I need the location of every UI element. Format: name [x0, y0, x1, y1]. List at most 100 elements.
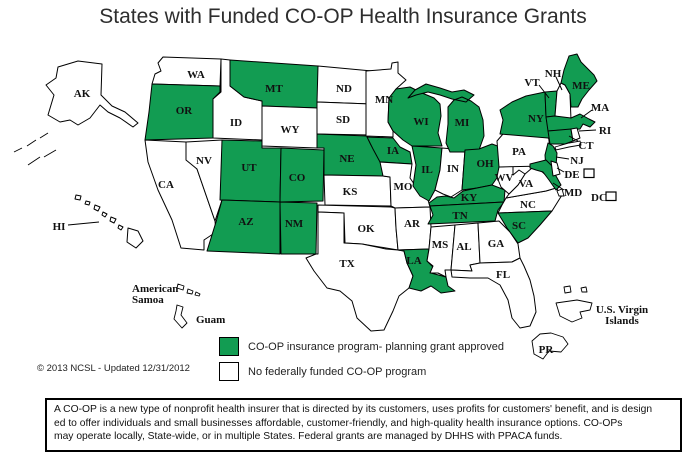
leader-line-NJ: [555, 156, 570, 160]
territory-AS: [176, 283, 201, 297]
state-label-TN: TN: [452, 210, 467, 222]
state-label-MA: MA: [591, 102, 609, 114]
state-CO: [279, 147, 325, 203]
territory-VI: [555, 285, 593, 323]
territory-label-PR: PR: [539, 344, 555, 356]
state-label-MI: MI: [455, 117, 470, 129]
state-label-HI: HI: [53, 221, 66, 233]
legend-label-funded: CO-OP insurance program- planning grant …: [248, 340, 504, 353]
long-island: [554, 140, 582, 151]
leader-line-NH: [555, 76, 563, 91]
territory-GU: [173, 304, 188, 329]
state-label-CA: CA: [158, 179, 174, 191]
territory-label-AS-2: Samoa: [132, 294, 164, 306]
state-label-AL: AL: [456, 241, 471, 253]
aleutian-islands: [13, 132, 57, 166]
leader-line-DE: [556, 167, 565, 173]
state-label-IL: IL: [421, 164, 433, 176]
state-label-ID: ID: [230, 117, 242, 129]
state-label-OH: OH: [476, 158, 494, 170]
state-label-SD: SD: [336, 114, 350, 126]
state-label-KS: KS: [343, 186, 358, 198]
page-title: States with Funded CO-OP Health Insuranc…: [99, 5, 587, 28]
state-label-RI: RI: [599, 125, 611, 137]
state-label-DE: DE: [564, 169, 579, 181]
state-label-OK: OK: [357, 223, 375, 235]
state-AK: [45, 60, 139, 128]
state-label-NC: NC: [520, 199, 536, 211]
state-label-NM: NM: [285, 218, 304, 230]
state-label-SC: SC: [512, 220, 526, 232]
state-label-FL: FL: [496, 269, 510, 281]
state-label-NH: NH: [545, 68, 562, 80]
state-label-LA: LA: [406, 255, 421, 267]
state-FL: [450, 257, 537, 329]
legend-label-none: No federally funded CO-OP program: [248, 365, 427, 378]
state-MI: [407, 83, 485, 153]
legend-item-funded: CO-OP insurance program- planning grant …: [219, 337, 504, 356]
legend-swatch-none: [219, 362, 239, 381]
state-label-KY: KY: [461, 192, 478, 204]
state-CT: [547, 128, 574, 145]
state-label-CT: CT: [578, 140, 594, 152]
state-label-MS: MS: [432, 239, 449, 251]
state-WI: [387, 86, 443, 147]
state-label-WA: WA: [187, 69, 205, 81]
state-WV: [496, 165, 526, 195]
state-HI: [74, 194, 144, 249]
state-RI: [570, 127, 581, 142]
state-label-NJ: NJ: [570, 155, 584, 167]
state-label-PA: PA: [512, 146, 526, 158]
copyright-text: © 2013 NCSL - Updated 12/31/2012: [37, 363, 190, 374]
leader-line-RI: [578, 129, 597, 132]
state-label-IA: IA: [387, 145, 399, 157]
footnote-box: A CO-OP is a new type of nonprofit healt…: [45, 398, 682, 452]
state-label-WY: WY: [281, 124, 300, 136]
leader-line-HI: [67, 221, 100, 226]
territory-label-AS-1: American: [132, 283, 178, 295]
state-label-DC: DC: [591, 192, 607, 204]
state-label-WV: WV: [495, 172, 514, 184]
footnote-line-3: may operate locally, State-wide, or in m…: [54, 431, 563, 443]
leader-line-MA: [580, 109, 593, 119]
legend-swatch-funded: [219, 337, 239, 356]
state-KS: [323, 174, 392, 207]
status-marker-DE: [583, 168, 595, 179]
state-DE: [550, 160, 561, 177]
state-ME: [560, 53, 598, 108]
state-label-MO: MO: [394, 181, 413, 193]
state-IA: [366, 136, 413, 165]
state-label-OR: OR: [176, 105, 194, 117]
state-label-VA: VA: [519, 178, 534, 190]
state-label-NY: NY: [528, 113, 544, 125]
state-label-VT: VT: [524, 77, 540, 89]
territory-label-VI-2: Islands: [605, 315, 639, 327]
state-label-MN: MN: [375, 94, 393, 106]
state-label-IN: IN: [447, 163, 459, 175]
state-label-WI: WI: [413, 116, 428, 128]
state-label-AZ: AZ: [238, 216, 253, 228]
state-label-UT: UT: [241, 162, 257, 174]
footnote-line-2: ed to offer individuals and small busine…: [54, 417, 623, 429]
territory-PR: [531, 332, 569, 360]
state-label-NV: NV: [196, 155, 212, 167]
state-label-ND: ND: [336, 83, 352, 95]
leader-line-MD: [552, 182, 565, 191]
state-label-MD: MD: [564, 187, 582, 199]
state-label-CO: CO: [289, 172, 306, 184]
state-label-NE: NE: [339, 153, 354, 165]
state-label-MT: MT: [265, 83, 283, 95]
va-eastern-shore: [556, 188, 565, 197]
state-label-GA: GA: [488, 238, 505, 250]
state-TX: [305, 211, 414, 332]
state-SC: [497, 210, 553, 244]
state-label-ME: ME: [572, 80, 590, 92]
status-marker-DC: [605, 191, 617, 202]
territory-label-GU: Guam: [196, 314, 225, 326]
footnote-line-1: A CO-OP is a new type of nonprofit healt…: [54, 404, 653, 415]
state-label-AK: AK: [74, 88, 91, 100]
leader-line-VT: [538, 84, 550, 99]
state-label-TX: TX: [339, 258, 354, 270]
legend-item-none: No federally funded CO-OP program: [219, 362, 426, 381]
